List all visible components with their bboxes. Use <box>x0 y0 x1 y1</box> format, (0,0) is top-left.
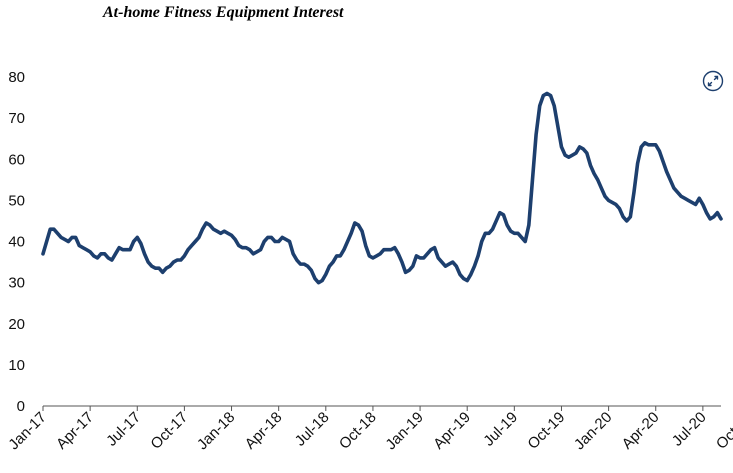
x-tick-label: Oct-17 <box>147 409 191 453</box>
x-tick-label: Apr-17 <box>53 409 97 453</box>
expand-button[interactable] <box>702 70 724 92</box>
y-tick-label: 20 <box>8 316 25 333</box>
y-tick-label: 50 <box>8 192 25 209</box>
x-tick-label: Oct-19 <box>524 409 568 453</box>
x-axis-ticks: Jan-17 Apr-17 Jul-17 Oct-17 Jan-18 Apr-18 Jul-… <box>5 406 733 453</box>
x-tick-label: Apr-19 <box>430 409 474 453</box>
y-tick-label: 0 <box>17 398 25 415</box>
y-tick-label: 30 <box>8 275 25 292</box>
x-tick-label: Jul-17 <box>103 409 144 450</box>
x-tick-label: Jul-20 <box>669 409 710 450</box>
y-tick-label: 70 <box>8 110 25 127</box>
x-tick-label: Apr-18 <box>242 409 286 453</box>
series-line <box>41 91 723 285</box>
y-tick-label: 80 <box>8 69 25 86</box>
chart-title: At-home Fitness Equipment Interest <box>103 4 344 21</box>
x-tick-label: Jul-19 <box>480 409 521 450</box>
x-tick-label: Jan-17 <box>5 409 49 453</box>
x-tick-label: Jul-18 <box>292 409 333 450</box>
x-tick-label: Oct-18 <box>336 409 380 453</box>
x-tick-label: Jan-18 <box>194 409 238 453</box>
x-tick-label: Oct-20 <box>713 409 733 453</box>
y-tick-label: 10 <box>8 357 25 374</box>
x-tick-label: Jan-20 <box>571 409 615 453</box>
x-tick-label: Apr-20 <box>619 409 663 453</box>
expand-arrows-icon <box>702 70 724 92</box>
series-group <box>41 91 723 285</box>
x-tick-label: Jan-19 <box>382 409 426 453</box>
y-axis-ticks: 0 10 20 30 40 50 60 70 80 <box>8 69 25 415</box>
y-tick-label: 60 <box>8 151 25 168</box>
y-tick-label: 40 <box>8 234 25 251</box>
